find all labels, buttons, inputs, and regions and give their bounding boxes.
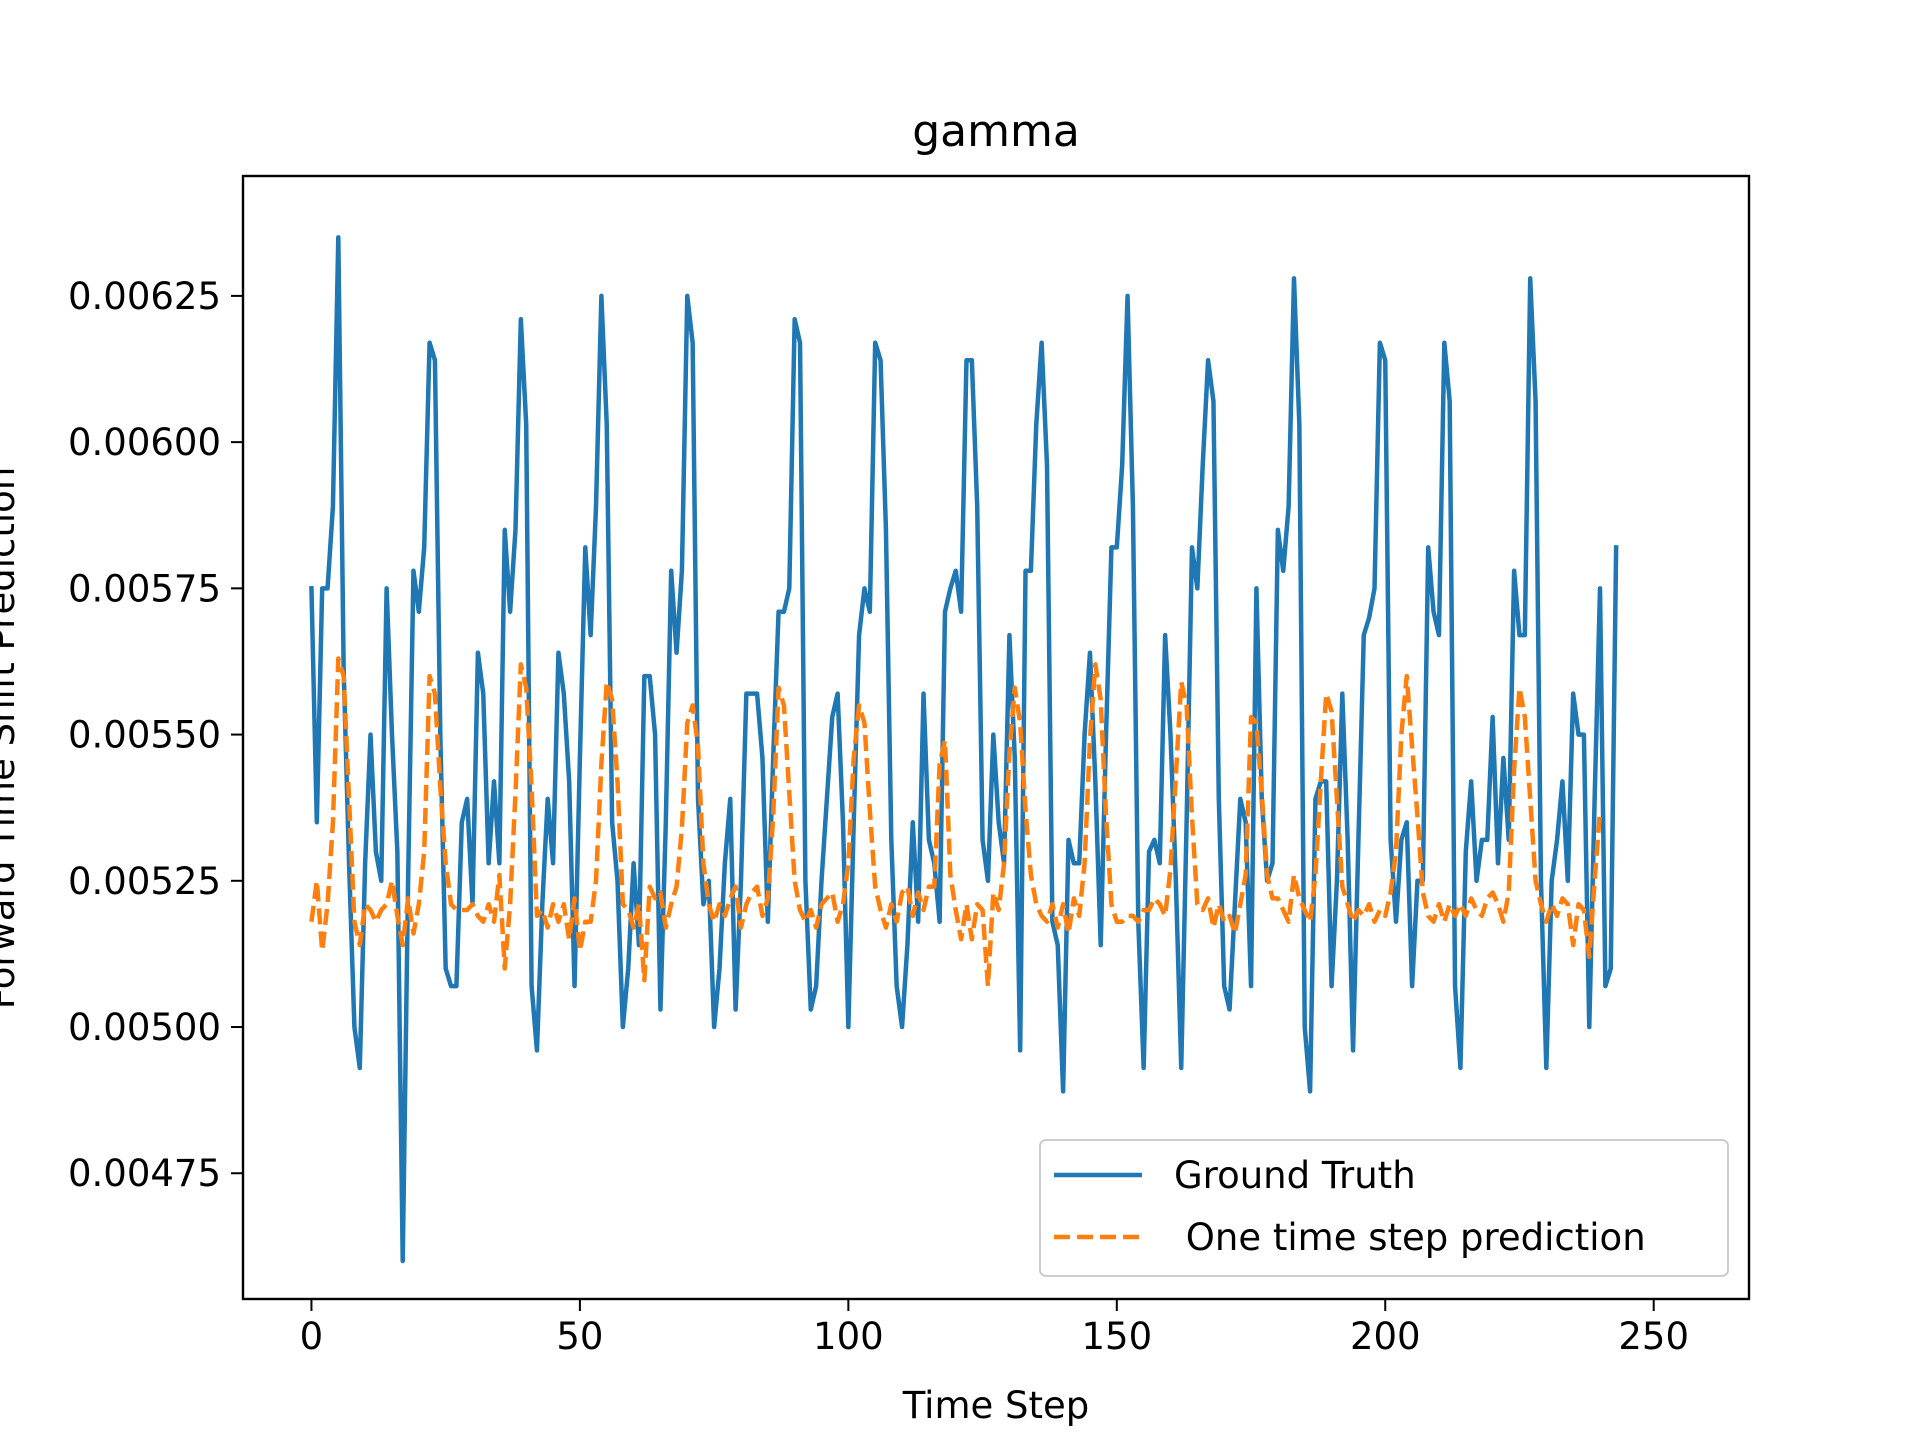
series-line-one-step-prediction bbox=[309, 656, 1603, 989]
legend-label-ground-truth: Ground Truth bbox=[1174, 1154, 1416, 1197]
y-tick-label: 0.00600 bbox=[68, 421, 221, 464]
legend-box bbox=[1039, 1139, 1729, 1277]
x-tick-label: 200 bbox=[1350, 1315, 1421, 1358]
legend-label-one-step-prediction: One time step prediction bbox=[1174, 1216, 1646, 1259]
y-tick-label: 0.00575 bbox=[68, 567, 221, 610]
x-tick-label: 0 bbox=[300, 1315, 324, 1358]
y-tick-label: 0.00550 bbox=[68, 714, 221, 757]
y-tick-label: 0.00625 bbox=[68, 275, 221, 318]
chart-title: gamma bbox=[912, 106, 1080, 157]
y-axis: 0.00475 0.00500 0.00525 0.00550 0.00575 0.006… bbox=[68, 275, 243, 1195]
y-axis-label: Forward Time Shift Prediction bbox=[0, 467, 23, 1010]
x-tick-label: 100 bbox=[813, 1315, 884, 1358]
x-axis-label: Time Step bbox=[902, 1384, 1090, 1427]
x-axis: 0 50 100 150 200 250 bbox=[300, 1299, 1689, 1358]
x-tick-label: 50 bbox=[556, 1315, 603, 1358]
y-tick-label: 0.00525 bbox=[68, 860, 221, 903]
legend: Ground Truth One time step prediction bbox=[1039, 1139, 1729, 1277]
y-tick-label: 0.00475 bbox=[68, 1152, 221, 1195]
y-tick-label: 0.00500 bbox=[68, 1006, 221, 1049]
plot-frame bbox=[241, 174, 1751, 1301]
x-tick-label: 150 bbox=[1081, 1315, 1152, 1358]
plot-area bbox=[309, 235, 1619, 1264]
x-tick-label: 250 bbox=[1618, 1315, 1689, 1358]
